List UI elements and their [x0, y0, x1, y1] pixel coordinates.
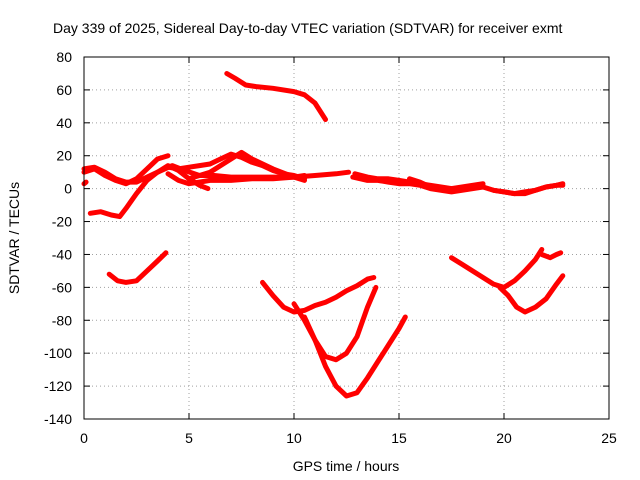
series-line-arc-13 [106, 250, 169, 285]
y-tick-label: -100 [44, 345, 72, 361]
y-tick-label: -140 [44, 411, 72, 427]
x-tick-label: 25 [601, 430, 617, 446]
y-tick-label: 80 [56, 49, 72, 65]
y-tick-labels: 80 60 40 20 0 -20 -40 -60 -80 -100 -120 -140 [44, 49, 72, 427]
y-tick-label: -120 [44, 378, 72, 394]
x-tick-label: 10 [286, 430, 302, 446]
y-axis-label: SDTVAR / TECUs [6, 182, 22, 294]
x-tick-label: 15 [391, 430, 407, 446]
y-tick-label: -60 [52, 279, 72, 295]
series-line-arc-19 [539, 250, 564, 261]
series-line-arc-11 [407, 176, 486, 193]
series-line-arc-7 [186, 149, 307, 183]
series-line-arc-14 [260, 275, 377, 315]
x-axis-label: GPS time / hours [293, 458, 400, 474]
x-tick-label: 5 [185, 430, 193, 446]
series-line-arc-18 [497, 273, 566, 315]
y-tick-label: -40 [52, 246, 72, 262]
tick-layer [83, 56, 610, 420]
series-line-arc-16 [302, 314, 408, 399]
y-tick-label: 20 [56, 148, 72, 164]
series-line-arc-6 [165, 171, 307, 187]
plot-frame [83, 56, 610, 420]
chart-title: Day 339 of 2025, Sidereal Day-to-day VTE… [53, 20, 562, 36]
x-tick-labels: 0 5 10 15 20 25 [80, 430, 617, 446]
grid-layer [84, 57, 609, 419]
y-tick-label: 0 [64, 181, 72, 197]
y-tick-label: 60 [56, 82, 72, 98]
x-tick-label: 20 [496, 430, 512, 446]
series-line-arc-12 [491, 182, 566, 197]
y-tick-label: 40 [56, 115, 72, 131]
y-tick-label: -80 [52, 312, 72, 328]
series-layer [81, 71, 566, 399]
series-line-arc-8 [224, 71, 328, 122]
x-tick-label: 0 [80, 430, 88, 446]
y-tick-label: -20 [52, 214, 72, 230]
